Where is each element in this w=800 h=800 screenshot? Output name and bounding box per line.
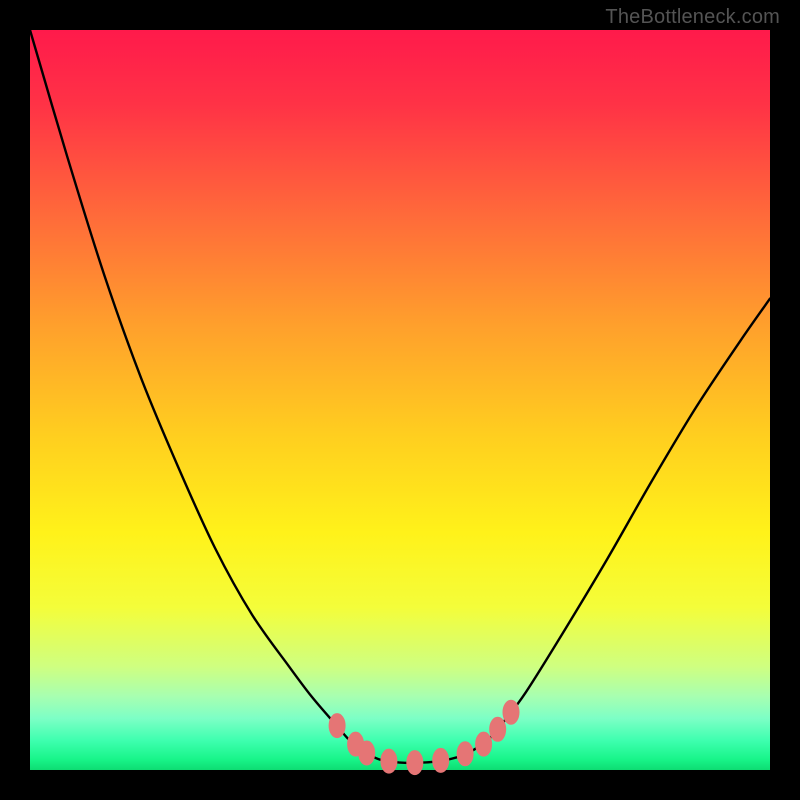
- bottleneck-chart: TheBottleneck.com: [0, 0, 800, 800]
- curve-marker: [490, 717, 506, 741]
- curve-marker: [359, 741, 375, 765]
- curve-marker: [407, 751, 423, 775]
- curve-marker: [476, 732, 492, 756]
- plot-area: [30, 30, 770, 770]
- curve-marker: [381, 749, 397, 773]
- watermark-text: TheBottleneck.com: [605, 6, 780, 29]
- curve-marker: [433, 748, 449, 772]
- curve-marker: [503, 700, 519, 724]
- curve-marker: [457, 742, 473, 766]
- chart-svg: [0, 0, 800, 800]
- curve-marker: [329, 714, 345, 738]
